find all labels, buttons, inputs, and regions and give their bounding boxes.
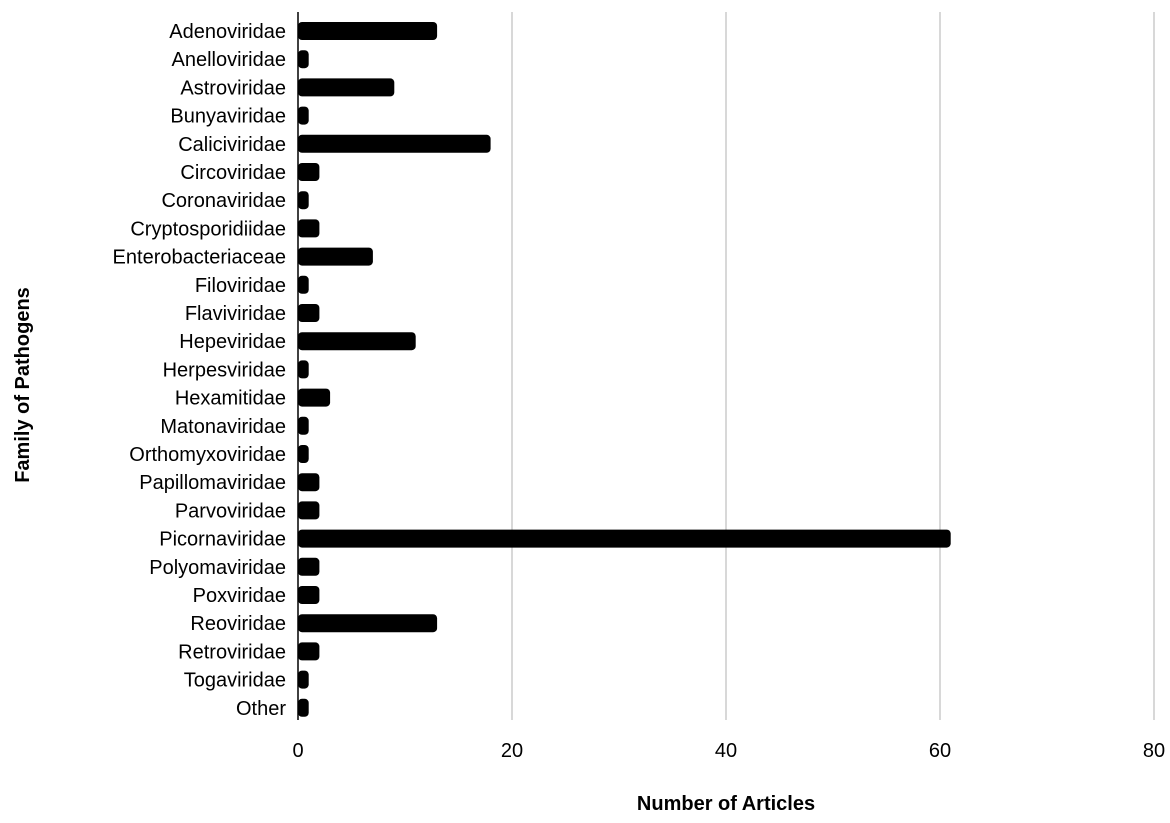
category-label: Enterobacteriaceae [113,247,286,269]
bar-polyomaviridae [298,557,320,576]
bar-other [298,698,309,717]
category-label: Coronaviridae [161,190,286,212]
category-label: Poxviridae [193,585,286,607]
category-label: Matonaviridae [160,416,286,438]
category-label: Polyomaviridae [149,557,286,579]
category-label: Hexamitidae [175,388,286,410]
bar-picornaviridae [298,529,951,548]
bar-coronaviridae [298,191,309,210]
bar-circoviridae [298,163,320,181]
y-axis-title: Family of Pathogens [12,287,34,483]
bar-adenoviridae [298,22,438,40]
x-axis-title: Number of Articles [637,793,815,815]
x-tick-label: 20 [501,740,523,762]
bar-hepeviridae [298,332,416,351]
bar-enterobacteriaceae [298,247,373,266]
x-tick-labels: 0 20 40 60 80 [292,740,1165,762]
x-tick-label: 0 [292,740,303,762]
category-labels: Adenoviridae Anelloviridae Astroviridae Bun… [113,21,287,720]
bar-reoviridae [298,614,438,633]
category-label: Flaviviridae [185,303,286,325]
bar-anelloviridae [298,50,309,69]
category-label: Filoviridae [195,275,286,297]
bar-orthomyxoviridae [298,445,309,463]
gridlines [511,12,1155,720]
category-label: Hepeviridae [179,331,286,353]
bar-cryptosporidiidae [298,219,320,238]
category-label: Papillomaviridae [139,472,286,494]
category-label: Reoviridae [190,613,286,635]
x-tick-label: 60 [929,740,951,762]
category-label: Togaviridae [184,670,286,692]
category-label: Adenoviridae [169,21,286,43]
category-label: Anelloviridae [171,49,286,71]
category-label: Orthomyxoviridae [129,444,286,466]
bar-retroviridae [298,642,320,661]
bar-parvoviridae [298,501,320,520]
bars [298,22,951,717]
bar-filoviridae [298,275,309,294]
x-tick-label: 40 [715,740,737,762]
bar-matonaviridae [298,416,309,435]
bar-papillomaviridae [298,473,320,492]
category-label: Retroviridae [178,641,286,663]
category-label: Circoviridae [180,162,286,184]
bar-astroviridae [298,78,395,97]
category-label: Caliciviridae [178,134,286,156]
bar-herpesviridae [298,360,309,379]
bar-poxviridae [298,586,320,604]
category-label: Parvoviridae [175,500,286,522]
category-label: Bunyaviridae [170,106,286,128]
bar-hexamitidae [298,388,331,407]
category-label: Herpesviridae [163,359,286,381]
bar-flaviviridae [298,304,320,322]
bar-caliciviridae [298,134,491,153]
category-label: Cryptosporidiidae [130,218,286,240]
category-label: Picornaviridae [159,529,286,551]
category-label: Astroviridae [180,77,286,99]
bar-bunyaviridae [298,106,309,125]
category-label: Other [236,698,286,720]
x-tick-label: 80 [1143,740,1165,762]
bar-togaviridae [298,670,309,689]
